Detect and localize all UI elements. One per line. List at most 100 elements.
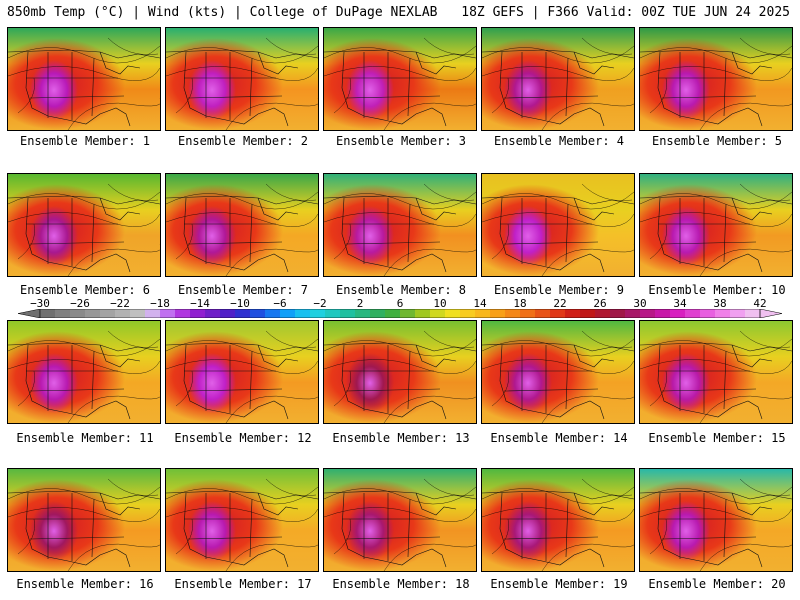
ensemble-member-label: Ensemble Member: 11: [16, 431, 154, 445]
colorbar-tick-labels: −30 −26 −22 −18 −14 −10 −6 −2 2 6 10 14 18 22 26 30 34 38…: [0, 297, 800, 310]
colorbar-swatch: [565, 309, 581, 318]
ensemble-member-map: [323, 27, 477, 131]
colorbar-swatch: [745, 309, 761, 318]
colorbar-swatch: [235, 309, 251, 318]
colorbar-swatch: [655, 309, 671, 318]
colorbar-tick-label: −2: [313, 297, 327, 310]
colorbar-swatch: [70, 309, 86, 318]
colorbar-swatch: [640, 309, 656, 318]
ensemble-member-map: [7, 27, 161, 131]
colorbar-swatch: [535, 309, 551, 318]
ensemble-member-label: Ensemble Member: 3: [335, 134, 467, 148]
colorbar-tick-label: 22: [553, 297, 567, 310]
colorbar-swatch: [145, 309, 161, 318]
colorbar-swatch: [250, 309, 266, 318]
ensemble-member-label: Ensemble Member: 9: [493, 283, 625, 297]
colorbar-swatch: [310, 309, 326, 318]
ensemble-member-label: Ensemble Member: 16: [16, 577, 154, 591]
colorbar-swatch: [670, 309, 686, 318]
ensemble-member-map: [481, 468, 635, 572]
ensemble-member-map: [639, 320, 793, 424]
colorbar-swatch: [55, 309, 71, 318]
colorbar-tick-label: −22: [110, 297, 130, 310]
ensemble-member-label: Ensemble Member: 14: [490, 431, 628, 445]
colorbar-tick-label: 30: [633, 297, 647, 310]
colorbar-tick-label: −14: [190, 297, 210, 310]
colorbar-swatch: [730, 309, 746, 318]
colorbar-swatch: [490, 309, 506, 318]
ensemble-member-map: [7, 320, 161, 424]
colorbar-swatch: [445, 309, 461, 318]
colorbar-swatch: [415, 309, 431, 318]
colorbar-tick-label: 10: [433, 297, 447, 310]
header-product-title: 850mb Temp (°C) | Wind (kts) | College o…: [7, 5, 438, 20]
colorbar-swatch: [130, 309, 146, 318]
ensemble-member-map: [639, 468, 793, 572]
colorbar-tick-label: −10: [230, 297, 250, 310]
colorbar-swatch: [340, 309, 356, 318]
colorbar-tick-label: −26: [70, 297, 90, 310]
ensemble-member-label: Ensemble Member: 12: [174, 431, 312, 445]
colorbar-swatch: [295, 309, 311, 318]
temperature-colorbar: [18, 309, 782, 318]
header-run-valid-time: 18Z GEFS | F366 Valid: 00Z TUE JUN 24 20…: [461, 5, 790, 20]
colorbar-swatch: [100, 309, 116, 318]
colorbar-swatch: [400, 309, 416, 318]
colorbar-swatch: [370, 309, 386, 318]
colorbar-tick-label: −18: [150, 297, 170, 310]
ensemble-member-label: Ensemble Member: 13: [332, 431, 470, 445]
colorbar-tick-label: −6: [273, 297, 287, 310]
ensemble-member-map: [7, 173, 161, 277]
colorbar-swatch: [505, 309, 521, 318]
ensemble-member-map: [323, 468, 477, 572]
colorbar-swatch: [115, 309, 131, 318]
ensemble-member-label: Ensemble Member: 18: [332, 577, 470, 591]
ensemble-member-label: Ensemble Member: 15: [648, 431, 786, 445]
colorbar-swatch: [220, 309, 236, 318]
colorbar-swatch: [460, 309, 476, 318]
ensemble-member-label: Ensemble Member: 1: [19, 134, 151, 148]
colorbar-tick-label: 42: [753, 297, 767, 310]
colorbar-tick-label: 26: [593, 297, 607, 310]
ensemble-member-label: Ensemble Member: 17: [174, 577, 312, 591]
ensemble-member-label: Ensemble Member: 5: [651, 134, 783, 148]
ensemble-member-map: [165, 173, 319, 277]
ensemble-member-map: [639, 27, 793, 131]
colorbar-swatch: [265, 309, 281, 318]
colorbar-swatch: [430, 309, 446, 318]
ensemble-member-label: Ensemble Member: 20: [648, 577, 786, 591]
colorbar-swatch: [175, 309, 191, 318]
colorbar-swatch: [160, 309, 176, 318]
colorbar-swatch: [280, 309, 296, 318]
ensemble-member-label: Ensemble Member: 10: [648, 283, 786, 297]
colorbar-swatch: [580, 309, 596, 318]
colorbar-swatch: [40, 309, 56, 318]
colorbar-swatch: [205, 309, 221, 318]
colorbar-swatch: [685, 309, 701, 318]
colorbar-swatch: [385, 309, 401, 318]
ensemble-member-label: Ensemble Member: 6: [19, 283, 151, 297]
colorbar-swatch: [190, 309, 206, 318]
colorbar-swatch: [85, 309, 101, 318]
ensemble-member-map: [165, 320, 319, 424]
colorbar-tick-label: 18: [513, 297, 527, 310]
ensemble-member-label: Ensemble Member: 2: [177, 134, 309, 148]
colorbar-swatch: [475, 309, 491, 318]
colorbar-low-arrow: [18, 309, 41, 318]
colorbar-swatch: [550, 309, 566, 318]
colorbar-swatch: [715, 309, 731, 318]
colorbar-tick-label: 2: [356, 297, 364, 310]
ensemble-member-label: Ensemble Member: 19: [490, 577, 628, 591]
ensemble-member-label: Ensemble Member: 7: [177, 283, 309, 297]
colorbar-tick-label: 14: [473, 297, 487, 310]
colorbar-tick-label: −30: [30, 297, 50, 310]
ensemble-member-map: [481, 320, 635, 424]
ensemble-member-map: [639, 173, 793, 277]
colorbar-swatch: [595, 309, 611, 318]
colorbar-swatch: [625, 309, 641, 318]
colorbar-tick-label: 6: [396, 297, 404, 310]
colorbar-high-arrow: [759, 309, 782, 318]
colorbar-tick-label: 38: [713, 297, 727, 310]
colorbar-swatch: [700, 309, 716, 318]
colorbar-swatch: [325, 309, 341, 318]
